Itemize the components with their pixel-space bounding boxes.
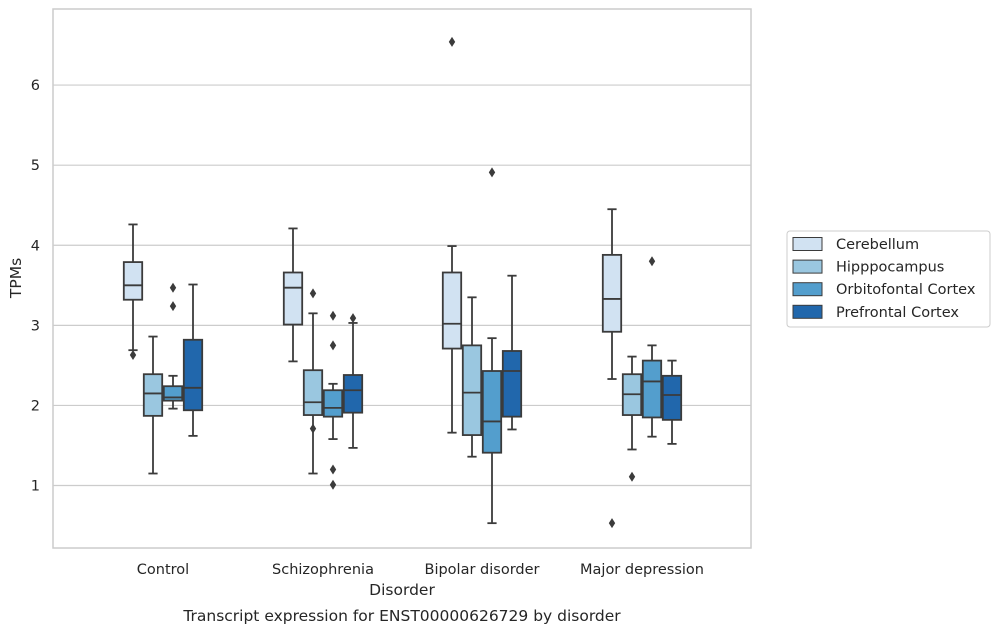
- box-schizophrenia: [302, 288, 324, 475]
- y-tick-label: 3: [31, 318, 40, 334]
- outlier-point: [169, 282, 177, 293]
- legend-swatch: [792, 259, 823, 274]
- iqr-box: [122, 261, 144, 301]
- y-tick-label: 1: [31, 479, 40, 495]
- box-schizophrenia: [322, 310, 344, 490]
- outlier-point: [309, 423, 317, 434]
- series-orbitofontal-cortex: [162, 167, 663, 525]
- legend-label: Hipppocampus: [836, 260, 944, 276]
- legend-label: Orbitofontal Cortex: [836, 282, 976, 298]
- series-prefrontal-cortex: [182, 274, 683, 449]
- outlier-point: [448, 36, 456, 47]
- x-axis-label: Disorder: [369, 581, 435, 599]
- iqr-box: [461, 344, 483, 436]
- box-series: [122, 36, 683, 529]
- box-control: [142, 335, 164, 475]
- y-axis-label: TPMs: [7, 258, 25, 299]
- legend: Cerebellum Hipppocampus Orbitofontal Corte…: [786, 230, 991, 328]
- iqr-box: [322, 389, 344, 418]
- legend-swatch: [792, 237, 823, 251]
- x-tick-label: Schizophrenia: [272, 562, 374, 578]
- legend-label: Cerebellum: [836, 237, 919, 253]
- legend-swatch: [792, 304, 823, 319]
- outlier-point: [329, 479, 337, 490]
- box-control: [122, 223, 144, 360]
- box-major-depression: [621, 355, 643, 482]
- iqr-box: [661, 374, 683, 421]
- y-tick-label: 4: [31, 238, 40, 254]
- legend-swatch: [792, 282, 823, 297]
- plot-frame: [52, 8, 752, 549]
- box-bipolar-disorder: [501, 274, 523, 431]
- series-cerebellum: [122, 36, 623, 529]
- x-axis-ticks: Control Schizophrenia Bipolar disorder Majo…: [137, 562, 704, 578]
- outlier-point: [169, 301, 177, 312]
- iqr-box: [282, 271, 304, 326]
- iqr-box: [142, 373, 164, 417]
- box-bipolar-disorder: [441, 36, 463, 434]
- box-bipolar-disorder: [461, 296, 483, 458]
- y-axis-ticks: 1 2 3 4 5 6: [31, 78, 40, 494]
- gridlines: [53, 84, 751, 487]
- iqr-box: [162, 385, 184, 402]
- outlier-point: [129, 349, 137, 360]
- series-hipppocampus: [142, 288, 643, 482]
- outlier-point: [329, 340, 337, 351]
- box-control: [162, 282, 184, 410]
- box-major-depression: [661, 359, 683, 445]
- box-bipolar-disorder: [481, 167, 503, 525]
- iqr-box: [182, 338, 204, 412]
- box-schizophrenia: [282, 227, 304, 363]
- outlier-point: [628, 471, 636, 482]
- outlier-point: [329, 310, 337, 321]
- iqr-box: [302, 369, 324, 416]
- x-tick-label: Bipolar disorder: [425, 562, 540, 578]
- iqr-box: [501, 350, 523, 418]
- legend-item: Prefrontal Cortex: [792, 304, 959, 321]
- y-tick-label: 5: [31, 158, 40, 174]
- outlier-point: [608, 518, 616, 529]
- outlier-point: [329, 464, 337, 475]
- outlier-point: [488, 167, 496, 178]
- y-tick-label: 2: [31, 398, 40, 414]
- outlier-point: [648, 256, 656, 267]
- box-schizophrenia: [342, 313, 364, 449]
- outlier-point: [309, 288, 317, 299]
- legend-item: Cerebellum: [792, 237, 919, 253]
- x-tick-label: Major depression: [580, 562, 704, 578]
- legend-label: Prefrontal Cortex: [836, 305, 959, 321]
- y-tick-label: 6: [31, 78, 40, 94]
- iqr-box: [601, 253, 623, 333]
- legend-frame: [786, 230, 991, 328]
- iqr-box: [641, 359, 663, 419]
- iqr-box: [441, 271, 463, 350]
- legend-item: Orbitofontal Cortex: [792, 282, 976, 298]
- box-major-depression: [641, 256, 663, 438]
- box-major-depression: [601, 208, 623, 529]
- iqr-box: [481, 370, 503, 454]
- legend-item: Hipppocampus: [792, 259, 944, 276]
- box-control: [182, 283, 204, 437]
- chart-caption: Transcript expression for ENST0000062672…: [182, 607, 621, 625]
- iqr-box: [342, 374, 364, 414]
- x-tick-label: Control: [137, 562, 189, 578]
- outlier-point: [349, 313, 357, 324]
